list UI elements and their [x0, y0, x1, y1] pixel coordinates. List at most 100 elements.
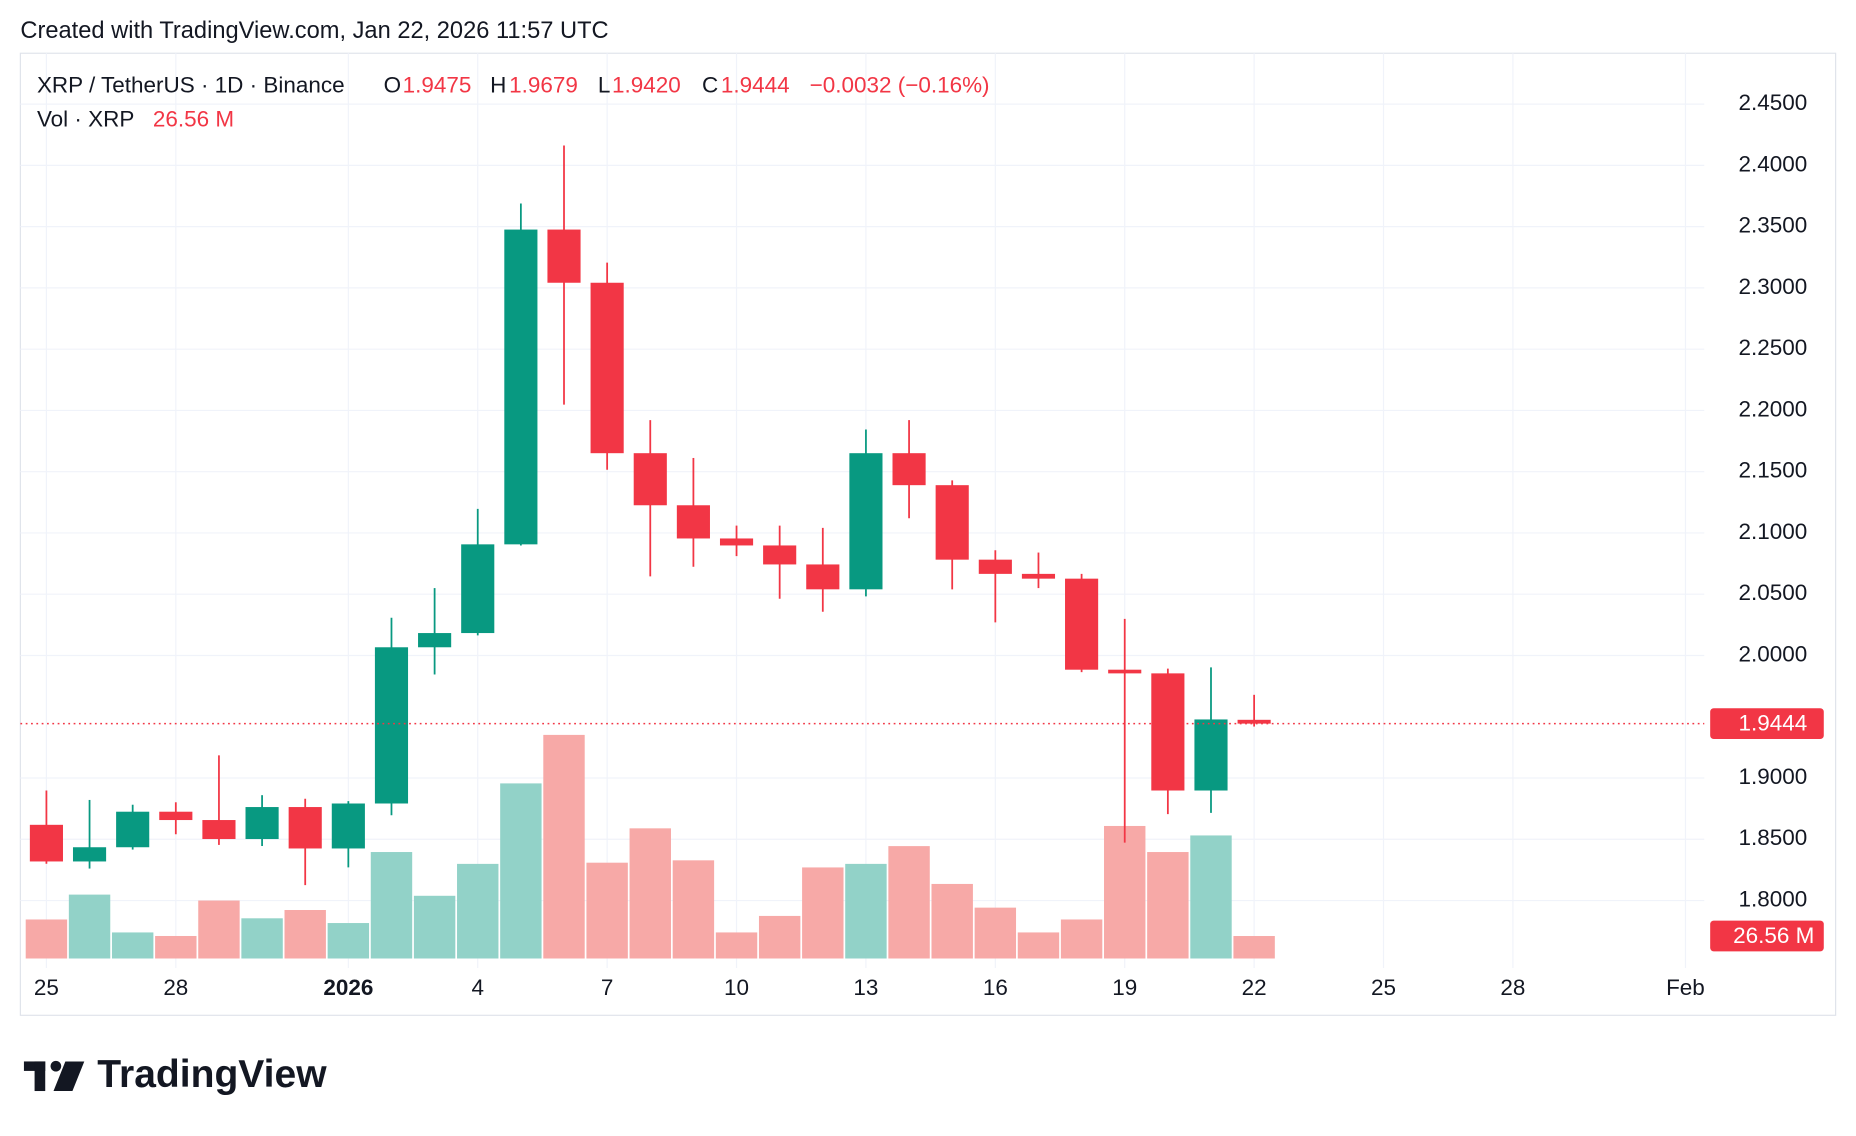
candle-body — [849, 453, 883, 590]
x-tick-label: 25 — [34, 975, 59, 1000]
brand: TradingView — [97, 1053, 327, 1096]
symbol: XRP / TetherUS · 1D · Binance — [37, 72, 345, 97]
candle-body — [935, 485, 969, 560]
volume-bar — [845, 863, 887, 959]
x-tick-label: 22 — [1242, 975, 1267, 1000]
y-tick-label: 2.4000 — [1738, 151, 1807, 176]
volume-bar — [413, 895, 456, 959]
candle-body — [245, 807, 279, 840]
candle-body — [633, 453, 667, 506]
c-letter: C — [702, 72, 718, 97]
candle-body — [763, 545, 797, 565]
volume-bar — [672, 860, 715, 959]
candle-body — [1065, 578, 1099, 670]
volume-bar — [1190, 835, 1232, 959]
volume-bar — [370, 852, 413, 959]
candle-body — [202, 820, 236, 840]
label-layer: 1.8000 1.8500 1.9000 2.0000 2.0500 2.1000 2.15… — [34, 90, 1824, 1000]
volume-bar — [198, 900, 240, 959]
y-tick-label: 1.9000 — [1738, 764, 1807, 789]
volume-bar — [715, 932, 758, 959]
y-tick-label: 2.1500 — [1738, 458, 1807, 483]
candle-body — [418, 633, 452, 648]
candle-body — [676, 505, 710, 539]
y-tick-label: 2.3500 — [1738, 213, 1807, 238]
high-value: 1.9679 — [509, 72, 578, 97]
change: −0.0032 (−0.16%) — [810, 72, 990, 97]
volume-bar — [500, 783, 542, 959]
volume-bar — [1104, 825, 1146, 959]
candle-body — [1108, 669, 1142, 674]
frame — [19, 52, 1837, 1016]
candle-body — [29, 824, 63, 862]
y-tick-label: 2.0000 — [1738, 641, 1807, 666]
y-tick-label: 1.8000 — [1738, 886, 1807, 911]
candle-body — [978, 559, 1012, 574]
price-badge — [1710, 708, 1824, 739]
volume-value: 26.56 M — [153, 107, 234, 132]
low-value: 1.9420 — [612, 72, 681, 97]
volume-bar — [111, 932, 154, 959]
candle-body — [461, 544, 495, 634]
volume-bar — [284, 910, 326, 959]
candle-body — [1151, 673, 1185, 791]
volume-bar — [586, 862, 628, 959]
candle-body — [719, 538, 754, 546]
volume-bar — [68, 894, 111, 959]
volume-badge-label: 26.56 M — [1733, 923, 1814, 948]
volume-bar — [1060, 919, 1103, 959]
x-tick-label: Feb — [1666, 975, 1705, 1000]
grid — [20, 53, 1705, 968]
candle-body — [504, 229, 538, 545]
volume-bar — [629, 828, 671, 959]
candle-body — [1021, 573, 1056, 579]
o-letter: O — [384, 72, 401, 97]
volume-bar — [543, 734, 585, 959]
logo-icon — [23, 1060, 85, 1092]
x-tick-label: 19 — [1112, 975, 1137, 1000]
x-tick-label: 10 — [724, 975, 749, 1000]
x-tick-label: 7 — [601, 975, 613, 1000]
x-tick-label: 25 — [1371, 975, 1396, 1000]
candle-body — [1194, 719, 1228, 791]
volume-bar — [1147, 852, 1189, 959]
volume-badge — [1710, 920, 1824, 952]
candle-body — [590, 282, 624, 454]
volume-bar — [25, 919, 68, 959]
candle-body — [288, 807, 322, 849]
volume-name: Vol · XRP — [37, 107, 134, 132]
close-value: 1.9444 — [721, 72, 790, 97]
y-tick-label: 2.0500 — [1738, 580, 1807, 605]
volume-layer — [25, 734, 1275, 959]
price-badge-label: 1.9444 — [1738, 711, 1807, 736]
candle-body — [547, 229, 581, 283]
y-tick-label: 2.3000 — [1738, 274, 1807, 299]
volume-bar — [802, 867, 844, 959]
x-tick-label: 16 — [983, 975, 1008, 1000]
candle-body — [892, 453, 926, 486]
h-letter: H — [490, 72, 506, 97]
x-tick-label: 13 — [853, 975, 878, 1000]
volume-bar — [1233, 936, 1275, 959]
l-letter: L — [598, 72, 611, 97]
y-tick-label: 2.1000 — [1738, 519, 1807, 544]
credit: Created with TradingView.com, Jan 22, 20… — [20, 18, 608, 44]
y-tick-label: 2.2000 — [1738, 396, 1807, 421]
x-tick-label: 28 — [1500, 975, 1525, 1000]
y-tick-label: 2.2500 — [1738, 335, 1807, 360]
volume-bar — [155, 935, 197, 959]
candle-body — [72, 847, 107, 862]
candle-layer — [20, 145, 1705, 886]
x-tick-label: 2026 — [323, 975, 373, 1000]
x-tick-label: 28 — [163, 975, 188, 1000]
volume-bar — [241, 918, 283, 959]
volume-bar — [1017, 932, 1060, 959]
candle-body — [331, 803, 365, 849]
volume-bar — [974, 907, 1017, 959]
x-tick-label: 4 — [471, 975, 484, 1000]
candle-body — [374, 647, 409, 804]
candle-body — [806, 564, 840, 590]
